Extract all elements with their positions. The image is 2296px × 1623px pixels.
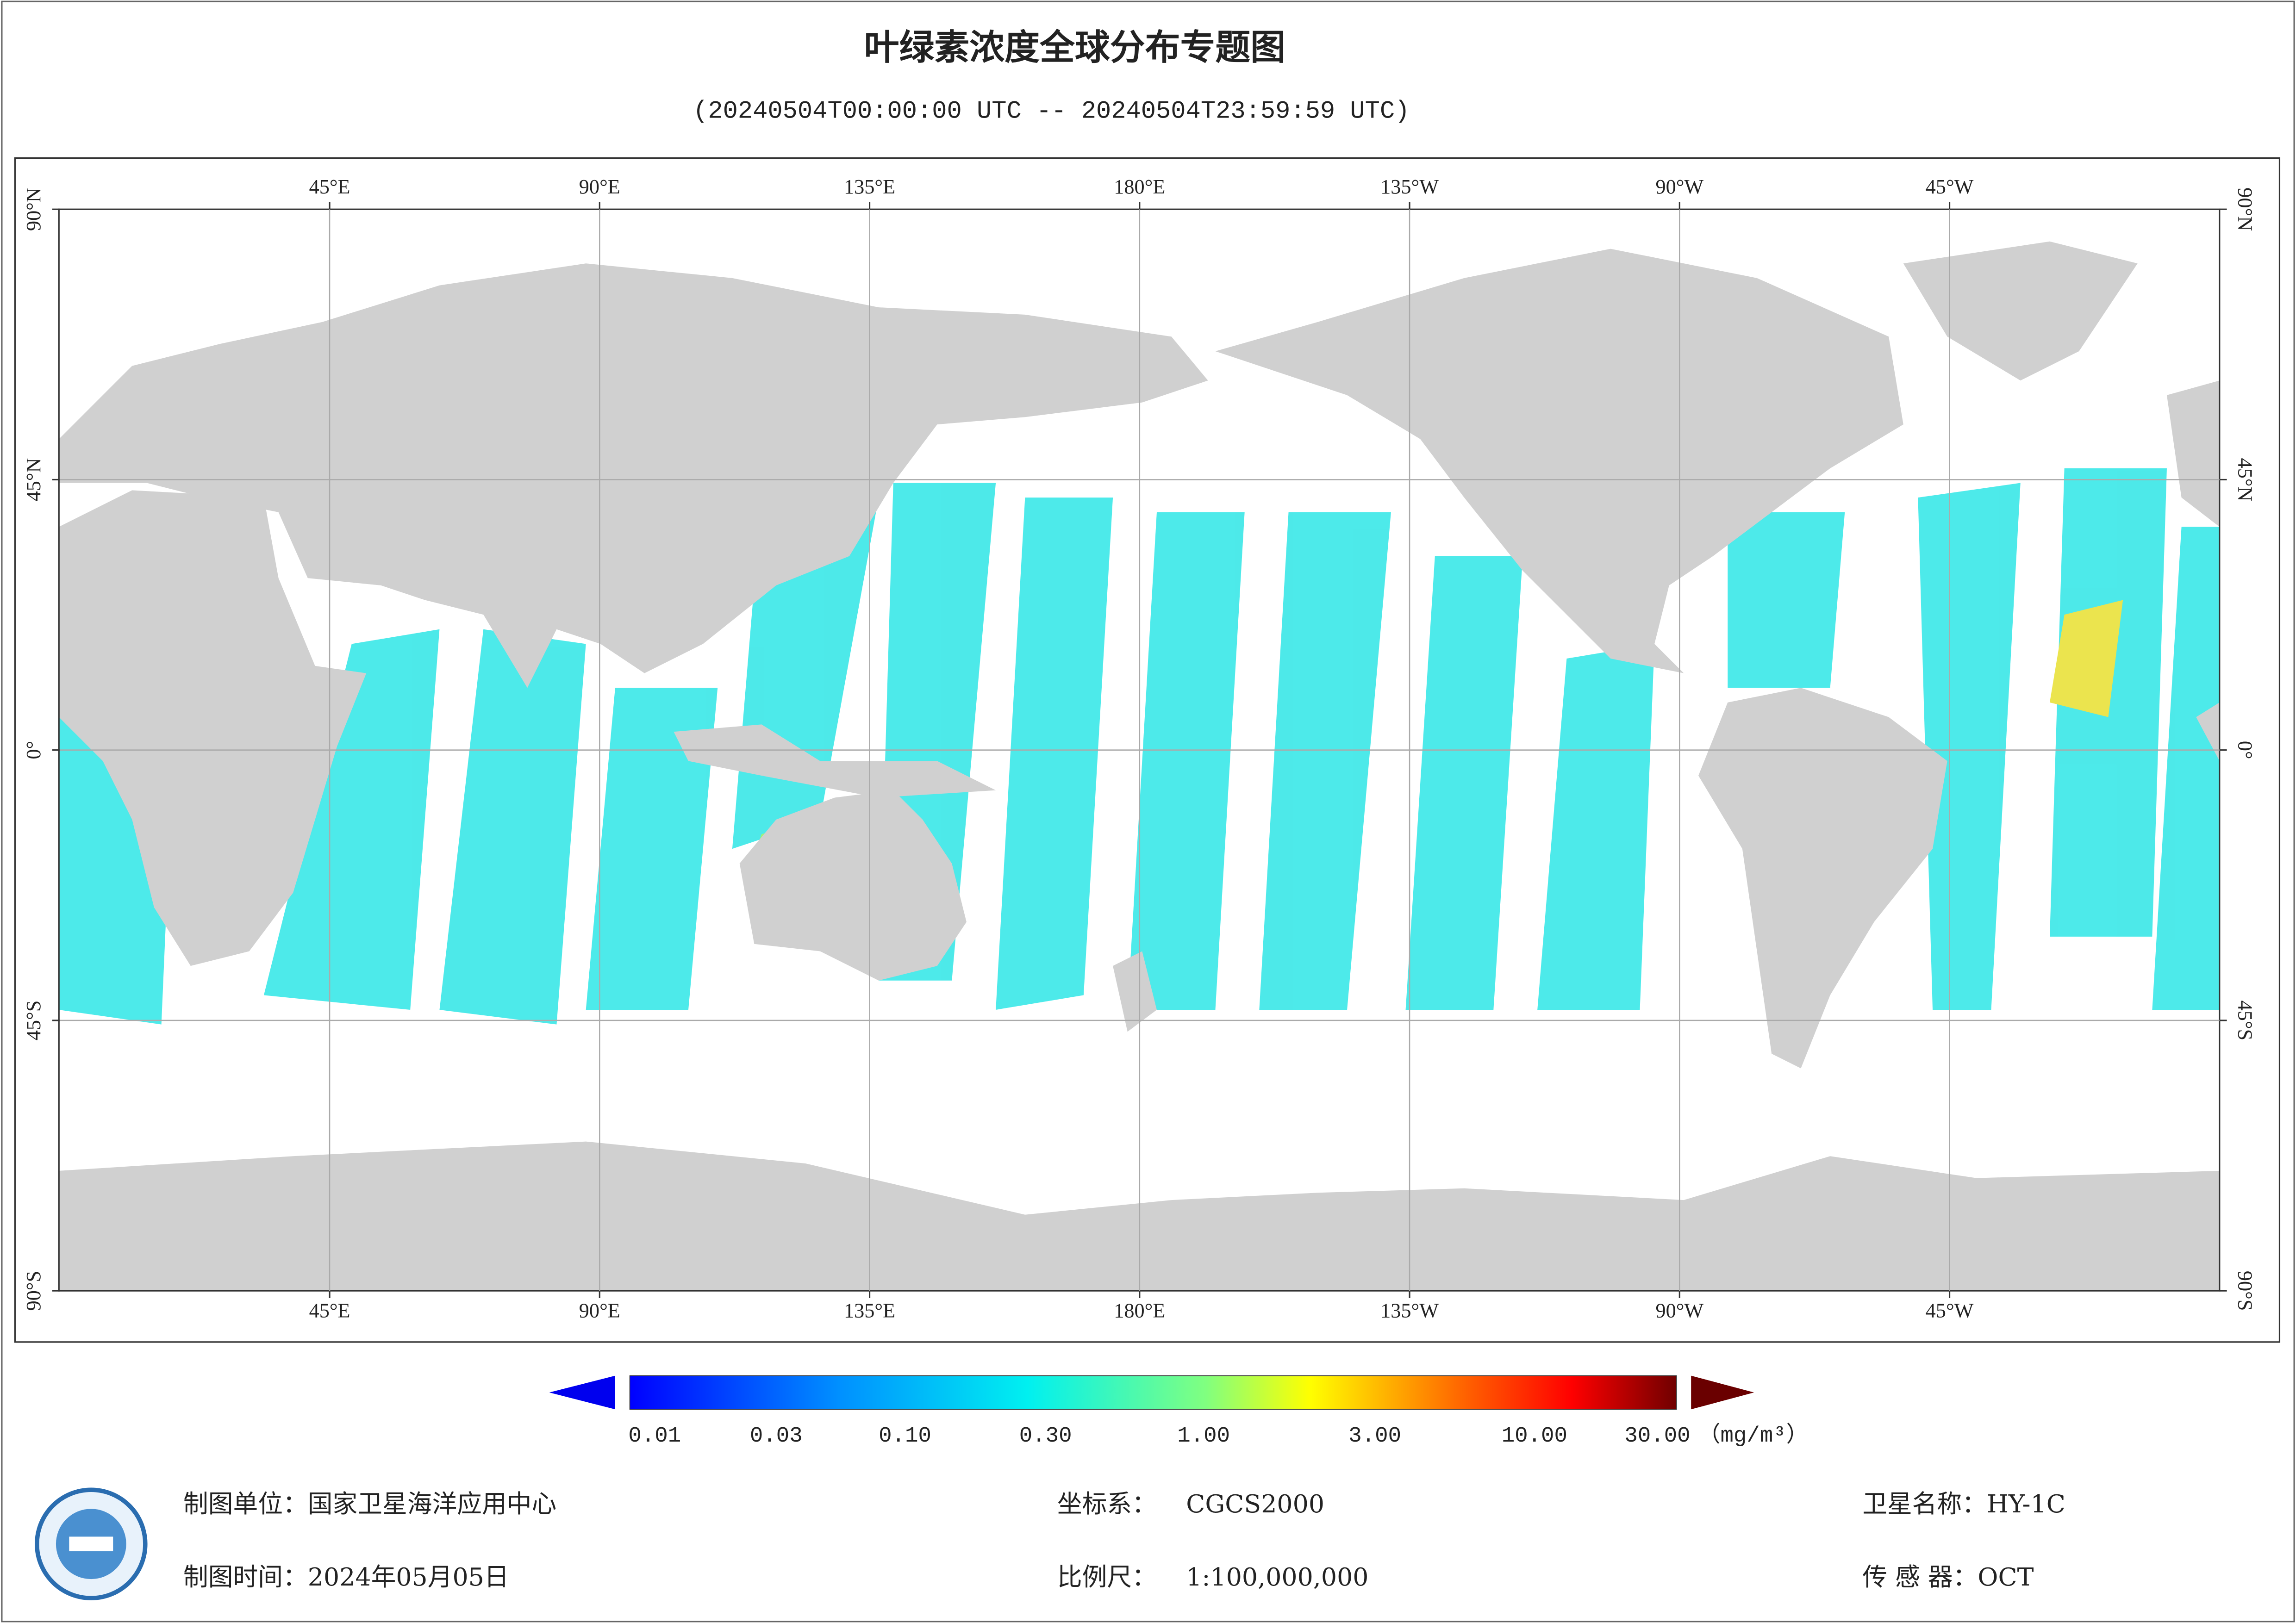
- colorbar-label: 1.00: [1177, 1424, 1230, 1449]
- south-america: [1698, 688, 1947, 1069]
- longitude-label: 45°W: [1926, 1300, 1974, 1322]
- latitude-label: 90°S: [2234, 1271, 2256, 1311]
- latitude-label: 90°S: [22, 1271, 45, 1311]
- logo-satellite: [69, 1536, 113, 1552]
- colorbar-label: 30.00: [1624, 1424, 1690, 1449]
- footer-label: 比例尺：: [1057, 1562, 1157, 1592]
- longitude-label: 45°W: [1926, 175, 1974, 198]
- latitude-label: 0°: [2234, 741, 2256, 759]
- ocean-swath: [263, 629, 440, 1010]
- ocean-swath: [1405, 556, 1523, 1010]
- colorbar-high-arrow: [1691, 1375, 1754, 1410]
- colorbar-low-arrow: [549, 1375, 615, 1410]
- europe-edge: [2166, 380, 2220, 527]
- latitude-label: 45°N: [2234, 458, 2256, 501]
- ocean-swath: [996, 497, 1113, 1010]
- footer-label: 制图时间：: [183, 1562, 308, 1592]
- latitude-label: 90°N: [2234, 187, 2256, 231]
- footer-label: 传 感 器：: [1862, 1562, 1978, 1592]
- ocean-swath: [1918, 483, 2021, 1010]
- longitude-label: 90°W: [1655, 1300, 1703, 1322]
- footer-value: 国家卫星海洋应用中心: [308, 1489, 557, 1518]
- footer-value: HY-1C: [1987, 1489, 2065, 1518]
- map-frame: [14, 157, 2281, 1343]
- australia: [739, 790, 967, 981]
- ocean-swath: [2152, 527, 2220, 1010]
- longitude-label: 90°E: [579, 175, 620, 198]
- footer-value: 2024年05月05日: [308, 1562, 509, 1592]
- maritime-southeast-asia: [674, 724, 996, 798]
- longitude-label: 45°E: [309, 175, 350, 198]
- title: 叶绿素浓度全球分布专题图: [864, 27, 1286, 68]
- latitude-label: 45°N: [22, 458, 45, 501]
- ocean-swath: [1537, 644, 1655, 1010]
- colorbar-label: 0.03: [750, 1424, 803, 1449]
- footer-label: 制图单位：: [183, 1489, 308, 1518]
- colorbar-label: 10.00: [1502, 1424, 1567, 1449]
- subtitle: (20240504T00:00:00 UTC -- 20240504T23:59…: [693, 98, 1410, 126]
- ocean-swath: [1728, 512, 1845, 688]
- colorbar-label: 0.10: [879, 1424, 931, 1449]
- latitude-label: 0°: [22, 741, 45, 759]
- longitude-label: 135°W: [1380, 1300, 1439, 1322]
- colorbar-unit: （mg/m³）: [1698, 1423, 1808, 1449]
- greenland: [1903, 241, 2138, 381]
- longitude-label: 45°E: [309, 1300, 350, 1322]
- latitude-label: 45°S: [2234, 1001, 2256, 1041]
- colorbar-label: 0.30: [1019, 1424, 1072, 1449]
- colorbar-label: 0.01: [628, 1424, 681, 1449]
- eurasia: [59, 263, 1208, 688]
- ocean-bloom: [2049, 600, 2123, 717]
- longitude-label: 180°E: [1114, 175, 1165, 198]
- africa-edge: [2196, 702, 2220, 761]
- footer-value: CGCS2000: [1186, 1489, 1324, 1518]
- ocean-swath: [586, 688, 718, 1010]
- longitude-label: 135°E: [844, 175, 895, 198]
- longitude-label: 180°E: [1114, 1300, 1165, 1322]
- footer-value: 1:100,000,000: [1186, 1562, 1368, 1592]
- longitude-label: 90°E: [579, 1300, 620, 1322]
- ocean-swath: [1127, 512, 1245, 1010]
- latitude-label: 45°S: [22, 1001, 45, 1041]
- latitude-label: 90°N: [22, 187, 45, 231]
- colorbar-label: 3.00: [1348, 1424, 1401, 1449]
- footer-value: OCT: [1978, 1562, 2034, 1592]
- north-america: [1215, 249, 1903, 673]
- ocean-swath: [439, 629, 586, 1025]
- new-zealand: [1113, 951, 1157, 1032]
- colorbar: [629, 1375, 1677, 1410]
- longitude-label: 135°W: [1380, 175, 1439, 198]
- ocean-swath: [1259, 512, 1391, 1010]
- footer-label: 卫星名称：: [1862, 1489, 1987, 1518]
- africa: [59, 490, 367, 966]
- longitude-label: 135°E: [844, 1300, 895, 1322]
- longitude-label: 90°W: [1655, 175, 1703, 198]
- footer-label: 坐标系：: [1057, 1489, 1157, 1518]
